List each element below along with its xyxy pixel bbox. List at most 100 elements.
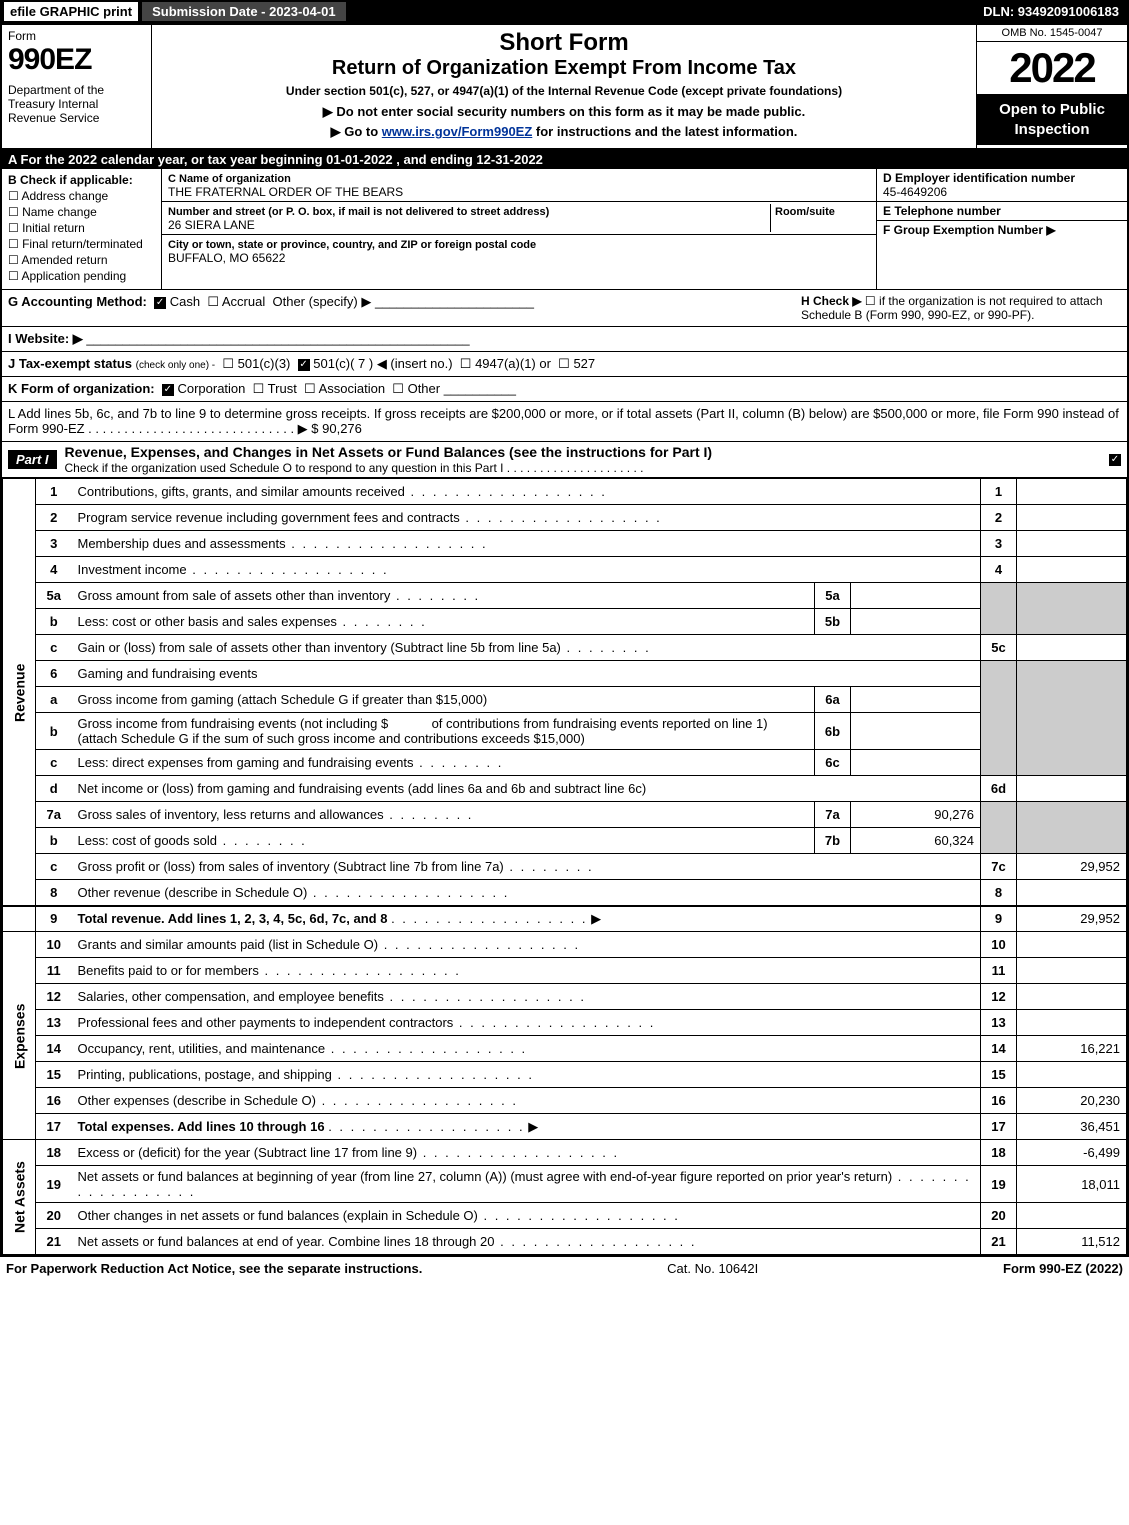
- line-10-val: [1017, 932, 1127, 958]
- form-number: 990EZ: [8, 43, 145, 77]
- line-6d-desc: Net income or (loss) from gaming and fun…: [72, 776, 981, 802]
- line-20-box: 20: [981, 1203, 1017, 1229]
- check-initial-return[interactable]: ☐ Initial return: [8, 221, 155, 235]
- street-row: Number and street (or P. O. box, if mail…: [162, 202, 876, 235]
- line-10-box: 10: [981, 932, 1017, 958]
- check-amended-return[interactable]: ☐ Amended return: [8, 253, 155, 267]
- line-6-shade-val: [1017, 661, 1127, 776]
- line-18-desc: Excess or (deficit) for the year (Subtra…: [72, 1140, 981, 1166]
- efile-print-button[interactable]: efile GRAPHIC print: [4, 2, 138, 21]
- line-6b-desc: Gross income from fundraising events (no…: [72, 713, 815, 750]
- check-address-change[interactable]: ☐ Address change: [8, 189, 155, 203]
- header-right: OMB No. 1545-0047 2022 Open to Public In…: [977, 25, 1127, 148]
- footer-left: For Paperwork Reduction Act Notice, see …: [6, 1261, 422, 1276]
- check-corporation-icon[interactable]: ✓: [162, 384, 174, 396]
- irs-link[interactable]: www.irs.gov/Form990EZ: [382, 124, 533, 139]
- tel-label: E Telephone number: [883, 204, 1001, 218]
- line-14-desc: Occupancy, rent, utilities, and maintena…: [72, 1036, 981, 1062]
- line-6c-num: c: [36, 750, 72, 776]
- line-11-box: 11: [981, 958, 1017, 984]
- line-18-box: 18: [981, 1140, 1017, 1166]
- line-11-num: 11: [36, 958, 72, 984]
- line-6a-num: a: [36, 687, 72, 713]
- line-18-num: 18: [36, 1140, 72, 1166]
- line-3-desc: Membership dues and assessments: [72, 531, 981, 557]
- group-cell: F Group Exemption Number ▶: [877, 221, 1127, 289]
- line-5a-inner-val: [851, 583, 981, 609]
- top-bar: efile GRAPHIC print Submission Date - 20…: [0, 0, 1129, 23]
- line-21-val: 11,512: [1017, 1229, 1127, 1255]
- part-1-check-icon[interactable]: ✓: [1109, 454, 1121, 466]
- column-c: C Name of organization THE FRATERNAL ORD…: [162, 169, 877, 289]
- h-section: H Check ▶ ☐ if the organization is not r…: [801, 294, 1121, 322]
- directive-2-pre: ▶ Go to: [331, 124, 382, 139]
- department-text: Department of the Treasury Internal Reve…: [8, 83, 145, 125]
- line-15-box: 15: [981, 1062, 1017, 1088]
- line-3-val: [1017, 531, 1127, 557]
- k-other: Other: [408, 381, 441, 396]
- open-inspection-badge: Open to Public Inspection: [977, 94, 1127, 145]
- room-label: Room/suite: [775, 206, 835, 218]
- line-6a-desc: Gross income from gaming (attach Schedul…: [72, 687, 815, 713]
- line-5b-num: b: [36, 609, 72, 635]
- dln-number: DLN: 93492091006183: [977, 2, 1125, 21]
- line-4-val: [1017, 557, 1127, 583]
- line-1-val: [1017, 479, 1127, 505]
- line-7b-num: b: [36, 828, 72, 854]
- line-6d-val: [1017, 776, 1127, 802]
- line-6a-inner-label: 6a: [815, 687, 851, 713]
- line-7a-inner-label: 7a: [815, 802, 851, 828]
- k-trust: Trust: [268, 381, 297, 396]
- line-6b-inner-label: 6b: [815, 713, 851, 750]
- opt-accrual: Accrual: [222, 294, 265, 309]
- line-5a-inner-label: 5a: [815, 583, 851, 609]
- line-13-box: 13: [981, 1010, 1017, 1036]
- check-final-return[interactable]: ☐ Final return/terminated: [8, 237, 155, 251]
- check-cash-icon[interactable]: ✓: [154, 297, 166, 309]
- line-3-box: 3: [981, 531, 1017, 557]
- city-cell: City or town, state or province, country…: [162, 235, 876, 267]
- line-9-box: 9: [981, 906, 1017, 932]
- j-label: J Tax-exempt status: [8, 356, 132, 371]
- footer-center: Cat. No. 10642I: [667, 1261, 758, 1276]
- rev-spacer: [3, 906, 36, 932]
- street-value: 26 SIERA LANE: [168, 218, 255, 232]
- line-12-desc: Salaries, other compensation, and employ…: [72, 984, 981, 1010]
- page-footer: For Paperwork Reduction Act Notice, see …: [0, 1257, 1129, 1280]
- city-label: City or town, state or province, country…: [168, 239, 536, 251]
- line-15-num: 15: [36, 1062, 72, 1088]
- line-5c-num: c: [36, 635, 72, 661]
- line-6c-inner-val: [851, 750, 981, 776]
- line-17-desc: Total expenses. Add lines 10 through 16 …: [72, 1114, 981, 1140]
- check-application-pending[interactable]: ☐ Application pending: [8, 269, 155, 283]
- line-6d-box: 6d: [981, 776, 1017, 802]
- line-5a-desc: Gross amount from sale of assets other t…: [72, 583, 815, 609]
- part-1-header: Part I Revenue, Expenses, and Changes in…: [2, 442, 1127, 478]
- check-name-change[interactable]: ☐ Name change: [8, 205, 155, 219]
- tel-cell: E Telephone number: [877, 202, 1127, 221]
- opt-name-change: Name change: [22, 205, 97, 219]
- line-19-val: 18,011: [1017, 1166, 1127, 1203]
- directive-1: ▶ Do not enter social security numbers o…: [156, 104, 972, 120]
- line-19-num: 19: [36, 1166, 72, 1203]
- line-6-shade: [981, 661, 1017, 776]
- check-501c7-icon[interactable]: ✓: [298, 359, 310, 371]
- line-14-box: 14: [981, 1036, 1017, 1062]
- org-name-cell: C Name of organization THE FRATERNAL ORD…: [162, 169, 876, 202]
- line-7c-val: 29,952: [1017, 854, 1127, 880]
- line-4-desc: Investment income: [72, 557, 981, 583]
- opt-final-return: Final return/terminated: [22, 237, 143, 251]
- line-10-num: 10: [36, 932, 72, 958]
- opt-initial-return: Initial return: [22, 221, 85, 235]
- line-5-shade-val: [1017, 583, 1127, 635]
- tax-year: 2022: [977, 42, 1127, 94]
- j-opt1: 501(c)(3): [238, 356, 291, 371]
- line-20-num: 20: [36, 1203, 72, 1229]
- form-label: Form: [8, 29, 145, 43]
- opt-address-change: Address change: [21, 189, 108, 203]
- line-15-desc: Printing, publications, postage, and shi…: [72, 1062, 981, 1088]
- line-1-num: 1: [36, 479, 72, 505]
- lines-table: Revenue 1 Contributions, gifts, grants, …: [2, 478, 1127, 1255]
- line-1-box: 1: [981, 479, 1017, 505]
- line-6c-desc: Less: direct expenses from gaming and fu…: [72, 750, 815, 776]
